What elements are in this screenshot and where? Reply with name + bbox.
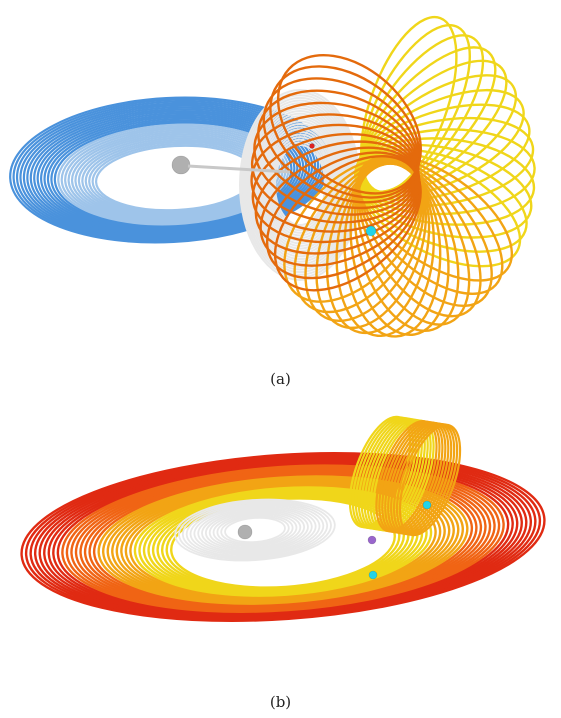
white-core-streamline: [269, 136, 331, 234]
blue-torus-streamline: [53, 121, 293, 227]
white-core-streamline: [252, 109, 348, 261]
seed-rod: [187, 164, 291, 174]
white-core-streamline: [208, 511, 302, 549]
white-core-streamline: [178, 500, 332, 560]
white-core-streamline: [224, 516, 286, 544]
white-core-streamline: [201, 508, 309, 552]
coil-loop-streamline: [276, 54, 422, 195]
white-core-streamline: [185, 502, 325, 558]
white-core-streamline: [267, 133, 333, 237]
panel-b-svg: [20, 415, 546, 623]
cyan-seed-sphere: [365, 225, 377, 237]
panel-b-streamlines: [20, 415, 546, 623]
coil-loop-streamline: [269, 65, 421, 199]
panel-a-svg: [9, 15, 536, 338]
blue-torus-streamline: [60, 125, 287, 225]
white-core-streamline: [220, 515, 290, 545]
gray-seed-sphere: [171, 155, 191, 175]
red-seed-sphere: [309, 143, 315, 149]
blue-torus-streamline: [26, 106, 317, 238]
blue-torus-streamline: [22, 104, 320, 239]
panel-a-streamlines: [9, 15, 536, 338]
panel-b-streamline-render: [0, 412, 561, 687]
panel-b-caption: (b): [269, 693, 292, 711]
upper-coil-streamline: [398, 423, 462, 537]
coil-loop-streamline: [262, 77, 420, 204]
violet-seed-sphere: [367, 535, 377, 545]
white-core-streamline: [204, 509, 306, 551]
blue-torus-streamline: [50, 119, 296, 229]
cyan-seed-sphere: [368, 570, 378, 580]
white-core-streamline: [181, 501, 329, 559]
white-core-streamline: [197, 507, 313, 553]
white-core-streamline: [189, 504, 321, 556]
panel-a-caption: (a): [270, 370, 291, 388]
blue-torus-streamline: [64, 127, 284, 223]
white-core-streamline: [193, 505, 317, 555]
white-core-streamline: [216, 514, 294, 546]
cyan-seed-sphere: [422, 500, 432, 510]
gray-seed-sphere: [237, 524, 253, 540]
panel-a-streamline-render: [9, 15, 536, 338]
white-core-streamline: [212, 512, 298, 548]
white-core-streamline: [174, 498, 336, 562]
blue-torus-streamline: [46, 117, 299, 230]
blue-torus-streamline: [40, 113, 305, 232]
